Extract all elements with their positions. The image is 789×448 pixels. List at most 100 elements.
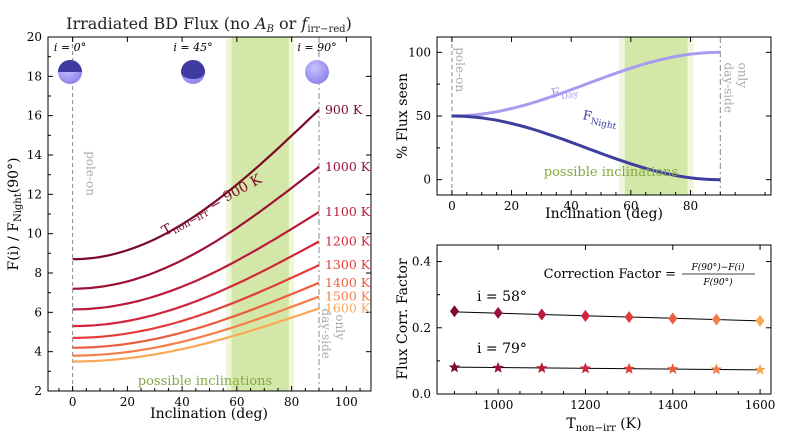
diamond-marker	[537, 308, 547, 321]
diamond-marker	[580, 309, 590, 322]
left-title: Irradiated BD Flux (no AB or firr−red)	[66, 14, 352, 35]
tr-day-side-label: day-side	[721, 62, 735, 112]
l-xtick-label: 60	[229, 395, 244, 409]
flux-curve-1300k	[72, 264, 320, 339]
diamond-marker	[711, 313, 721, 326]
curve-label-1400k: 1400 K	[325, 275, 371, 290]
l-ytick-label: 10	[27, 227, 42, 241]
fit-line-0	[454, 311, 761, 322]
br-xtick-label: 1600	[745, 398, 776, 412]
l-xtick-label: 0	[69, 395, 77, 409]
left-xlabel: Inclination (deg)	[150, 406, 268, 422]
diamond-marker	[755, 314, 765, 327]
flux-curve-1200k	[72, 240, 320, 328]
series-label-79: i = 79°	[477, 341, 527, 357]
flux-curves	[72, 109, 320, 363]
tr-xtick-label: 80	[683, 199, 698, 213]
star-marker	[623, 362, 635, 374]
br-ylabel: Flux Corr. Factor	[395, 258, 411, 379]
star-marker	[754, 363, 766, 375]
tr-xtick-label: 0	[448, 199, 456, 213]
correction-markers	[448, 305, 766, 375]
formula-denominator: F(90°)	[702, 277, 733, 288]
tr-inclination-band-inner	[624, 37, 688, 195]
l-ytick-label: 6	[34, 305, 42, 319]
only-label: only	[333, 314, 347, 340]
diamond-marker	[668, 312, 678, 325]
diamond-marker	[449, 305, 459, 318]
curve-label-1200k: 1200 K	[325, 234, 371, 249]
formula-prefix: Correction Factor =	[544, 267, 676, 282]
star-marker	[667, 363, 679, 375]
curve-label-1300k: 1300 K	[325, 257, 371, 272]
left-axis-ticks: 0 20 40 60 80 100 2 4 6 8 10 12 14 16 18 20	[27, 30, 371, 409]
pole-on-label: pole-on	[84, 151, 98, 196]
tr-ytick-label: 0	[423, 173, 431, 187]
flux-curve-1500k	[72, 295, 320, 357]
day-side-label: day-side	[319, 308, 333, 358]
l-ytick-label: 12	[27, 187, 42, 201]
l-ytick-label: 20	[27, 30, 42, 44]
l-xtick-label: 20	[120, 395, 135, 409]
tr-xtick-label: 60	[623, 199, 638, 213]
inclination-band-inner	[231, 37, 289, 391]
curve-label-1500k: 1500 K	[325, 289, 371, 304]
br-xlabel: Tnon−irr (K)	[566, 416, 641, 434]
formula-numerator: F(90°)−F(i)	[691, 262, 745, 273]
disk-day-side: i = 90°	[297, 41, 337, 84]
star-marker	[710, 363, 723, 375]
tr-xtick-label: 20	[504, 199, 519, 213]
br-xtick-label: 1200	[570, 398, 601, 412]
curve-label-1000k: 1000 K	[325, 159, 371, 174]
star-marker	[492, 361, 504, 373]
l-ytick-label: 16	[27, 109, 42, 123]
flux-curve-1100k	[72, 211, 320, 311]
curve-label-1600k: 1600 K	[325, 300, 371, 315]
br-xtick-label: 1400	[657, 398, 688, 412]
tr-ytick-label: 50	[416, 109, 431, 123]
br-ytick-label: 0.4	[412, 255, 431, 269]
left-panel: 0 20 40 60 80 100 2 4 6 8 10 12 14 16 18 20 Irradiated …	[6, 14, 372, 422]
fnight-label: FNight	[581, 108, 619, 132]
left-ylabel: F(i) / FNight(90°)	[6, 157, 24, 270]
bottom-right-panel: 1000 1200 1400 1600 0.0 0.2 0.4 Tnon−irr (K) F…	[395, 244, 775, 434]
l-ytick-label: 14	[27, 148, 43, 162]
disk-label-0: i = 0°	[54, 41, 86, 54]
diamond-marker	[624, 311, 634, 324]
br-axis-ticks: 1000 1200 1400 1600 0.0 0.2 0.4	[412, 245, 775, 412]
tr-xlabel: Inclination (deg)	[545, 206, 663, 222]
tr-pole-on-label: pole-on	[453, 47, 467, 92]
tr-ytick-label: 100	[408, 45, 431, 59]
l-xtick-label: 80	[284, 395, 299, 409]
disk-pole-on: i = 0°	[54, 41, 86, 84]
tr-axis-ticks: 0 20 40 60 80 0 50 100	[408, 37, 771, 213]
tr-possible-inclinations-label: possible inclinations	[544, 165, 678, 180]
flux-seen-curves	[451, 50, 721, 182]
correction-fit-lines	[454, 311, 761, 371]
diamond-marker	[493, 306, 503, 319]
disk-label-45: i = 45°	[173, 41, 212, 54]
br-xtick-label: 1000	[483, 398, 514, 412]
disk-45-deg: i = 45°	[173, 41, 213, 84]
l-ytick-label: 8	[34, 266, 42, 280]
l-ytick-label: 4	[34, 345, 42, 359]
flux-curve-900k	[72, 109, 320, 261]
curve-f-day	[451, 50, 721, 118]
disk-label-90: i = 90°	[297, 41, 336, 54]
bottom-right-frame	[436, 244, 772, 395]
star-marker	[448, 361, 461, 373]
curve-label-1100k: 1100 K	[325, 204, 371, 219]
l-ytick-label: 2	[34, 384, 42, 398]
fday-label: FDay	[550, 82, 580, 104]
l-xtick-label: 40	[174, 395, 189, 409]
l-ytick-label: 18	[27, 69, 42, 83]
l-xtick-label: 100	[335, 395, 358, 409]
flux-curve-1000k	[72, 165, 320, 290]
br-ytick-label: 0.2	[412, 321, 431, 335]
tr-ylabel: % Flux seen	[395, 73, 411, 159]
flux-curve-1600k	[72, 307, 320, 363]
fit-line-1	[454, 366, 761, 371]
flux-curve-1400k	[72, 281, 320, 349]
